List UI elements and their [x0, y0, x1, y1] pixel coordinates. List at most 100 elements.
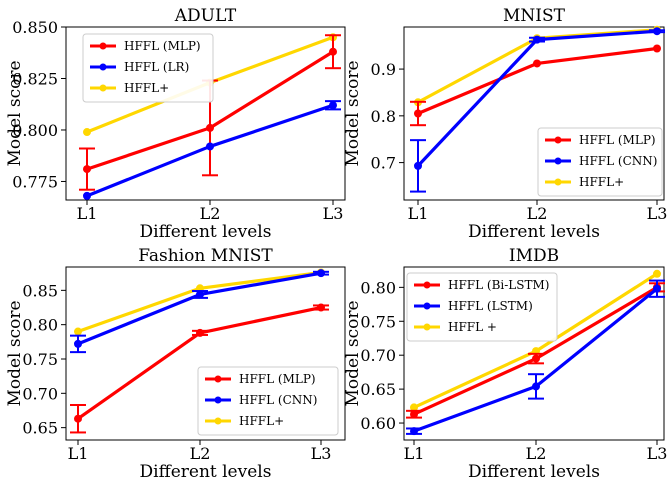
- legend-marker: [214, 396, 222, 404]
- legend-label: HFFL (MLP): [579, 133, 656, 147]
- data-point: [653, 44, 661, 53]
- legend-marker: [99, 42, 107, 50]
- legend-marker: [214, 417, 222, 425]
- legend-marker: [423, 302, 431, 310]
- x-axis-label: Different levels: [468, 462, 600, 481]
- legend-marker: [554, 136, 562, 144]
- x-tick-label: L3: [323, 204, 344, 223]
- panel-2: Fashion MNIST 0.65 0.70 0.75 0.80 0.85 L1 L2 L3 D…: [5, 246, 346, 481]
- x-axis-label: Different levels: [140, 462, 272, 481]
- legend-marker: [423, 323, 431, 331]
- y-tick-label: 0.70: [360, 346, 396, 365]
- series-1: [70, 269, 329, 354]
- data-point: [414, 161, 422, 170]
- data-point: [410, 403, 418, 412]
- data-point: [83, 191, 91, 200]
- y-axis-label: Model score: [5, 300, 25, 406]
- legend-label: HFFL (MLP): [124, 39, 201, 53]
- x-tick-label: L3: [647, 444, 668, 463]
- legend-label: HFFL (CNN): [239, 393, 317, 407]
- chart-title: MNIST: [503, 6, 566, 26]
- legend-label: HFFL (CNN): [579, 154, 657, 168]
- y-tick-label: 0.850: [12, 18, 58, 37]
- data-point: [206, 123, 214, 132]
- legend-label: HFFL (Bi-LSTM): [448, 278, 549, 292]
- y-tick-label: 0.825: [12, 69, 58, 88]
- data-point: [653, 27, 661, 36]
- y-axis-label: Model score: [5, 60, 25, 166]
- legend-label: HFFL+: [239, 414, 284, 428]
- legend-box: [406, 272, 558, 342]
- x-tick-label: L3: [647, 204, 668, 223]
- chart-title: ADULT: [174, 6, 237, 26]
- data-point: [410, 410, 418, 419]
- legend-marker: [214, 375, 222, 383]
- y-tick-label: 0.9: [371, 60, 396, 79]
- data-point: [532, 382, 540, 391]
- x-tick-label: L2: [527, 204, 548, 223]
- y-tick-label: 0.75: [22, 350, 58, 369]
- series-line: [417, 46, 658, 115]
- data-point: [83, 165, 91, 174]
- data-point: [533, 59, 541, 68]
- series-0: [70, 303, 329, 434]
- series-line: [77, 270, 322, 334]
- legend-box: [82, 33, 214, 103]
- series-1: [83, 100, 341, 200]
- x-tick-label: L1: [404, 444, 425, 463]
- data-point: [532, 354, 540, 363]
- data-point: [533, 35, 541, 44]
- data-point: [74, 339, 82, 348]
- x-tick-label: L1: [408, 204, 429, 223]
- legend: HFFL (MLP) HFFL (CNN) HFFL+: [537, 127, 663, 197]
- data-point: [74, 414, 82, 423]
- y-tick-label: 0.85: [22, 281, 58, 300]
- y-tick-label: 0.800: [12, 121, 58, 140]
- y-axis-label: Model score: [343, 300, 363, 406]
- data-point: [317, 269, 325, 278]
- y-tick-label: 0.65: [360, 380, 396, 399]
- x-tick-label: L3: [311, 444, 332, 463]
- legend-marker: [99, 63, 107, 71]
- x-axis-label: Different levels: [140, 222, 272, 242]
- data-point: [317, 303, 325, 312]
- y-tick-label: 0.65: [22, 419, 58, 438]
- legend-marker: [423, 281, 431, 289]
- legend-marker: [554, 178, 562, 186]
- legend-marker: [554, 157, 562, 165]
- legend-label: HFFL (LSTM): [448, 299, 533, 313]
- chart-title: Fashion MNIST: [138, 246, 273, 266]
- x-tick-label: L2: [200, 204, 221, 223]
- series-1: [406, 279, 665, 436]
- data-point: [653, 269, 661, 278]
- legend: HFFL (Bi-LSTM) HFFL (LSTM) HFFL +: [406, 272, 558, 342]
- legend-label: HFFL+: [124, 81, 169, 95]
- data-point: [83, 128, 91, 137]
- data-point: [653, 284, 661, 293]
- y-tick-label: 0.8: [371, 107, 396, 126]
- data-point: [329, 47, 337, 56]
- plot-frame: [65, 26, 346, 201]
- y-tick-label: 0.75: [360, 312, 396, 331]
- panel-0: ADULT 0.775 0.800 0.825 0.850 L1 L2 L3 Different…: [5, 6, 346, 242]
- plot-frame: [65, 266, 346, 441]
- data-point: [329, 101, 337, 110]
- data-point: [410, 427, 418, 436]
- y-axis-label: Model score: [343, 60, 363, 166]
- data-point: [414, 109, 422, 118]
- plot-frame: [403, 26, 665, 201]
- legend-marker: [99, 84, 107, 92]
- series-0: [410, 44, 661, 127]
- legend-box: [197, 366, 339, 436]
- x-axis-label: Different levels: [468, 222, 600, 242]
- legend-label: HFFL+: [579, 175, 624, 189]
- legend-label: HFFL (LR): [124, 60, 189, 74]
- legend-box: [537, 127, 663, 197]
- legend: HFFL (MLP) HFFL (CNN) HFFL+: [197, 366, 339, 436]
- x-tick-label: L1: [68, 444, 89, 463]
- y-tick-label: 0.80: [22, 316, 58, 335]
- legend: HFFL (MLP) HFFL (LR) HFFL+: [82, 33, 214, 103]
- y-tick-label: 0.80: [360, 278, 396, 297]
- data-point: [196, 328, 204, 337]
